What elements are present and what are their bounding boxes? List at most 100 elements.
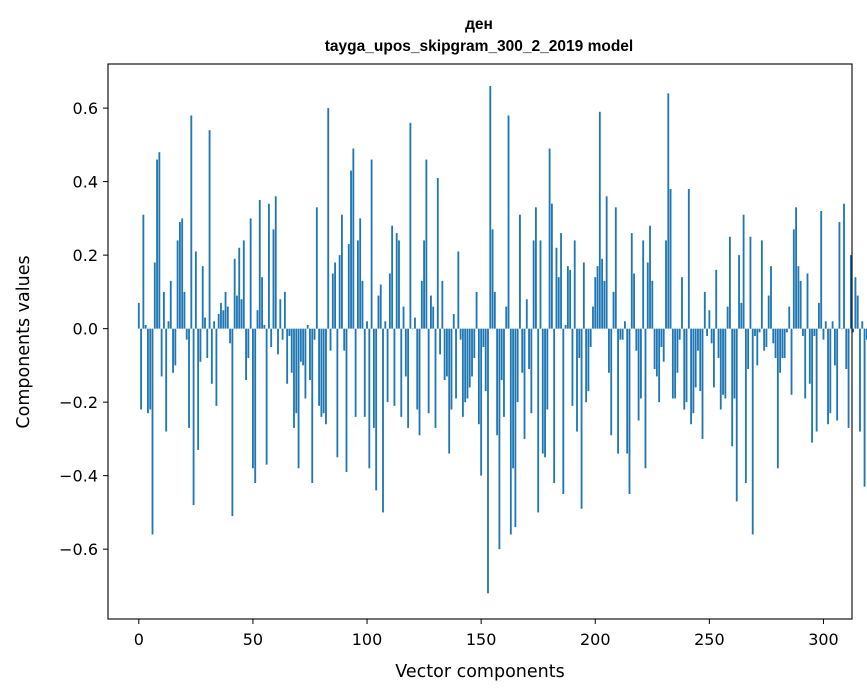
chart-title: ден — [465, 16, 493, 33]
bar-component-186 — [562, 328, 565, 495]
bar-component-264 — [740, 302, 743, 329]
bar-component-153 — [487, 328, 489, 594]
bar-component-87 — [336, 328, 339, 458]
bar-component-110 — [388, 273, 391, 329]
bar-component-218 — [635, 328, 638, 351]
bar-component-195 — [582, 262, 585, 329]
bar-component-250 — [708, 310, 711, 329]
bar-component-161 — [505, 306, 508, 329]
bar-component-180 — [548, 148, 551, 329]
y-axis-ticks: −0.6 −0.4 −0.2 0.0 0.2 0.4 0.6 — [59, 99, 108, 559]
bar-component-40 — [229, 328, 232, 344]
bar-component-9 — [158, 152, 161, 329]
bar-component-226 — [653, 328, 656, 370]
bar-component-37 — [222, 310, 225, 329]
bar-component-291 — [802, 328, 804, 336]
bar-component-269 — [751, 328, 754, 535]
bar-component-23 — [190, 115, 193, 329]
bar-component-118 — [407, 328, 410, 428]
bar-component-82 — [325, 328, 327, 425]
bar-component-190 — [571, 328, 574, 406]
bar-component-223 — [646, 262, 649, 329]
bar-component-78 — [315, 207, 318, 329]
bar-component-152 — [484, 328, 487, 392]
bar-component-54 — [261, 277, 263, 329]
bar-component-311 — [847, 328, 850, 428]
bar-component-137 — [450, 328, 453, 410]
bar-component-266 — [744, 328, 747, 484]
bar-component-267 — [747, 328, 750, 370]
bar-component-301 — [824, 321, 827, 329]
bar-component-170 — [525, 299, 528, 329]
bar-component-111 — [391, 225, 394, 329]
bar-component-48 — [247, 328, 250, 359]
bar-component-11 — [163, 291, 165, 329]
bar-component-28 — [201, 266, 204, 329]
bar-component-236 — [676, 328, 679, 373]
bar-component-92 — [347, 244, 350, 329]
bar-component-46 — [242, 240, 245, 329]
bar-component-189 — [569, 269, 572, 329]
bar-component-140 — [457, 251, 460, 329]
bar-component-104 — [375, 328, 378, 491]
bar-component-57 — [267, 203, 270, 329]
bar-component-255 — [719, 328, 722, 410]
bar-component-276 — [767, 295, 770, 329]
bar-component-215 — [628, 328, 631, 495]
bar-component-308 — [840, 328, 843, 330]
bar-component-85 — [331, 273, 334, 329]
bar-component-175 — [537, 328, 540, 513]
bar-component-213 — [624, 321, 626, 329]
bar-component-177 — [541, 328, 544, 454]
bar-component-241 — [687, 188, 690, 329]
bar-component-253 — [715, 269, 718, 329]
bar-component-84 — [329, 328, 332, 351]
bar-component-280 — [776, 328, 779, 469]
bar-component-232 — [667, 93, 670, 329]
bar-component-237 — [678, 328, 681, 340]
bar-component-286 — [790, 328, 793, 395]
bar-component-132 — [439, 328, 441, 355]
bar-component-265 — [742, 214, 745, 329]
bar-component-80 — [320, 328, 323, 417]
bar-component-227 — [655, 328, 658, 377]
bar-component-147 — [473, 328, 476, 359]
bar-component-292 — [804, 328, 807, 399]
bar-component-166 — [516, 328, 519, 403]
bar-component-29 — [204, 317, 206, 329]
bar-component-39 — [226, 306, 229, 329]
bar-component-35 — [217, 313, 220, 329]
bar-component-70 — [297, 328, 300, 469]
bar-component-138 — [452, 313, 455, 329]
bar-component-160 — [503, 328, 505, 417]
bar-component-313 — [852, 328, 855, 333]
bar-component-98 — [361, 280, 364, 329]
bar-component-18 — [178, 222, 181, 329]
bar-component-43 — [236, 295, 238, 329]
bar-component-254 — [717, 328, 720, 359]
bar-component-305 — [833, 328, 836, 366]
bar-component-45 — [240, 299, 243, 329]
bar-component-319 — [865, 328, 867, 340]
bar-component-212 — [621, 328, 624, 340]
bar-component-112 — [393, 328, 396, 406]
bar-component-130 — [434, 328, 437, 428]
bar-component-1 — [140, 328, 143, 410]
bar-component-119 — [409, 122, 412, 329]
bar-component-193 — [578, 328, 581, 359]
bar-component-72 — [302, 328, 305, 366]
bar-component-16 — [174, 328, 177, 366]
bar-component-62 — [279, 299, 282, 329]
bar-component-310 — [845, 328, 848, 370]
bar-component-207 — [610, 328, 613, 436]
bar-component-50 — [252, 328, 254, 469]
bar-component-66 — [288, 328, 291, 336]
bar-component-13 — [167, 321, 170, 329]
bar-component-141 — [459, 328, 462, 340]
bar-component-197 — [587, 328, 590, 392]
bar-component-214 — [626, 328, 629, 454]
x-tick-label: 50 — [243, 630, 263, 649]
bar-component-233 — [669, 188, 672, 329]
bar-component-307 — [838, 222, 841, 329]
bar-component-162 — [507, 115, 510, 329]
